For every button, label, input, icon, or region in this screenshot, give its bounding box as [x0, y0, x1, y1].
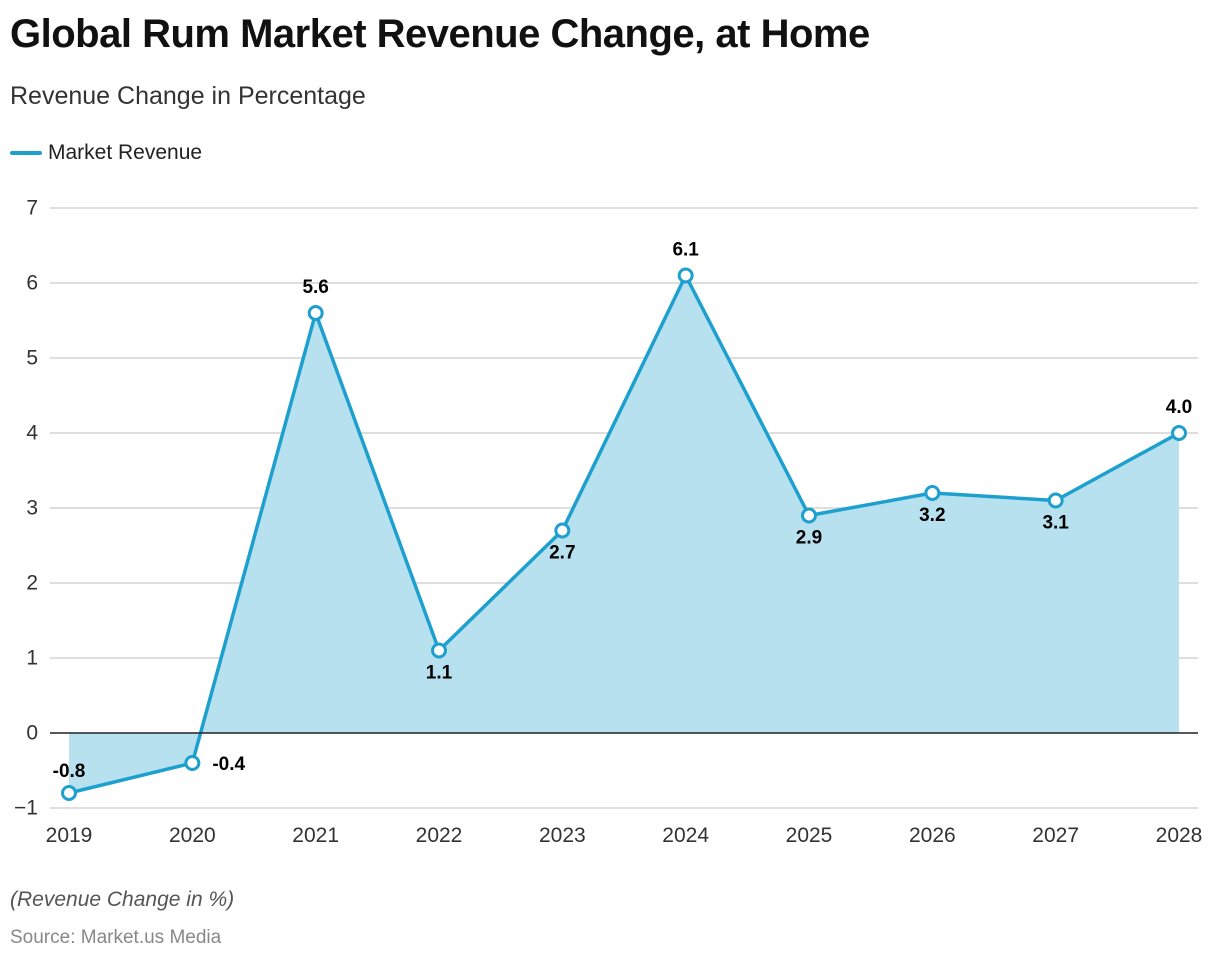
line-area-chart: -0.8 -0.4 5.6 1.1 2.7 6.1 2.9 3.2 3.1 4.0 7 6 5 4 3 2 1…	[14, 197, 1202, 848]
x-tick-label: 2023	[539, 824, 586, 847]
data-point	[431, 642, 447, 659]
area-fill	[69, 275, 1179, 793]
y-tick-label: 0	[26, 722, 38, 745]
x-tick-label: 2022	[416, 824, 463, 847]
chart-title: Global Rum Market Revenue Change, at Hom…	[10, 12, 870, 56]
x-tick-label: 2019	[46, 824, 93, 847]
data-point	[554, 522, 571, 539]
series-line	[68, 273, 1180, 795]
x-tick-label: 2028	[1156, 824, 1203, 847]
x-tick-label: 2024	[662, 824, 709, 847]
point-layer	[61, 267, 1187, 801]
y-tick-label: 2	[26, 572, 38, 595]
data-label: -0.4	[212, 754, 245, 775]
data-point	[924, 485, 941, 501]
legend-label: Market Revenue	[48, 141, 203, 164]
x-tick-label: 2027	[1032, 824, 1079, 847]
data-label: 2.9	[796, 528, 822, 549]
data-point	[61, 785, 77, 801]
y-tick-label: 5	[26, 347, 38, 370]
y-tick-label: 4	[26, 422, 38, 445]
y-tick-label: 7	[26, 197, 38, 220]
x-tick-label: 2021	[292, 824, 339, 847]
area-layer	[69, 275, 1179, 793]
data-label: -0.8	[53, 761, 86, 782]
data-point	[1171, 425, 1187, 441]
y-tick-label: −1	[14, 797, 38, 820]
data-label: 3.1	[1042, 513, 1069, 534]
y-tick-label: 3	[26, 497, 38, 520]
axis-note: (Revenue Change in %)	[10, 888, 235, 911]
data-point	[184, 755, 201, 771]
source-credit: Source: Market.us Media	[10, 927, 222, 948]
x-tick-label: 2025	[786, 824, 833, 847]
legend-line-swatch	[10, 151, 42, 155]
data-label: 6.1	[672, 240, 699, 261]
data-point	[1047, 492, 1064, 509]
axis-layer: 7 6 5 4 3 2 1 0 −1 2019 2020 2021 2022 2023 2024 2025 20…	[14, 197, 1202, 848]
data-point	[307, 305, 324, 321]
y-tick-label: 1	[26, 647, 38, 670]
data-label: 2.7	[549, 543, 575, 564]
data-point	[677, 267, 694, 284]
data-label: 5.6	[302, 277, 328, 298]
data-label-layer: -0.8 -0.4 5.6 1.1 2.7 6.1 2.9 3.2 3.1 4.0	[53, 240, 1193, 783]
x-tick-label: 2020	[169, 824, 216, 847]
chart-subtitle: Revenue Change in Percentage	[10, 82, 366, 110]
line-layer	[68, 273, 1180, 795]
data-label: 4.0	[1166, 397, 1192, 418]
y-tick-label: 6	[26, 272, 38, 295]
x-tick-label: 2026	[909, 824, 956, 847]
data-label: 1.1	[426, 663, 453, 684]
data-label: 3.2	[919, 505, 945, 526]
legend: Market Revenue	[10, 141, 202, 165]
data-point	[801, 507, 817, 524]
